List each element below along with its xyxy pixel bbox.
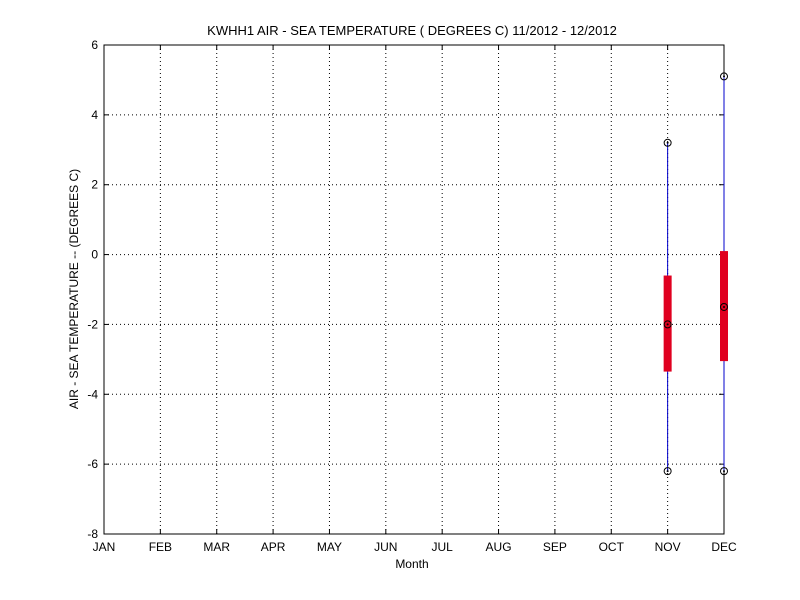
x-tick-label: OCT — [599, 540, 625, 554]
y-tick-label: 6 — [91, 38, 98, 52]
x-tick-label: APR — [261, 540, 286, 554]
axis-ticks: JAN FEB MAR APR MAY JUN JUL AUG SEP OCT NOV DEC -8 -6… — [87, 38, 737, 554]
x-tick-label: SEP — [543, 540, 567, 554]
max-marker-dot — [723, 75, 725, 78]
median-marker — [720, 302, 728, 311]
x-tick-label: JUN — [374, 540, 397, 554]
median-marker — [663, 320, 672, 329]
max-marker — [720, 72, 728, 81]
median-marker-dot — [666, 323, 669, 326]
max-marker-dot — [666, 141, 669, 144]
min-marker-dot — [666, 470, 669, 473]
grid-lines — [104, 45, 724, 534]
x-tick-label: JAN — [93, 540, 116, 554]
y-tick-label: 4 — [91, 108, 98, 122]
x-tick-label: JUL — [432, 540, 454, 554]
min-marker — [720, 467, 728, 476]
x-axis-label: Month — [395, 557, 428, 571]
x-tick-label: DEC — [711, 540, 737, 554]
x-tick-label: MAY — [317, 540, 342, 554]
x-tick-label: AUG — [486, 540, 512, 554]
y-tick-label: -4 — [87, 387, 98, 401]
plot-area-frame — [103, 44, 725, 535]
median-marker-dot — [723, 305, 725, 308]
y-tick-label: 0 — [91, 248, 98, 262]
y-tick-label: -8 — [87, 527, 98, 541]
x-tick-label: FEB — [149, 540, 172, 554]
min-marker — [663, 467, 672, 476]
y-axis-label: AIR - SEA TEMPERATURE -- (DEGREES C) — [67, 169, 81, 409]
min-marker-dot — [723, 470, 725, 473]
max-marker — [663, 138, 672, 147]
y-tick-label: 2 — [91, 178, 98, 192]
box-plots — [663, 72, 728, 476]
y-tick-label: -2 — [87, 317, 98, 331]
x-tick-label: NOV — [655, 540, 681, 554]
y-tick-label: -6 — [87, 457, 98, 471]
chart-title: KWHH1 AIR - SEA TEMPERATURE ( DEGREES C)… — [207, 23, 617, 38]
x-tick-label: MAR — [203, 540, 230, 554]
